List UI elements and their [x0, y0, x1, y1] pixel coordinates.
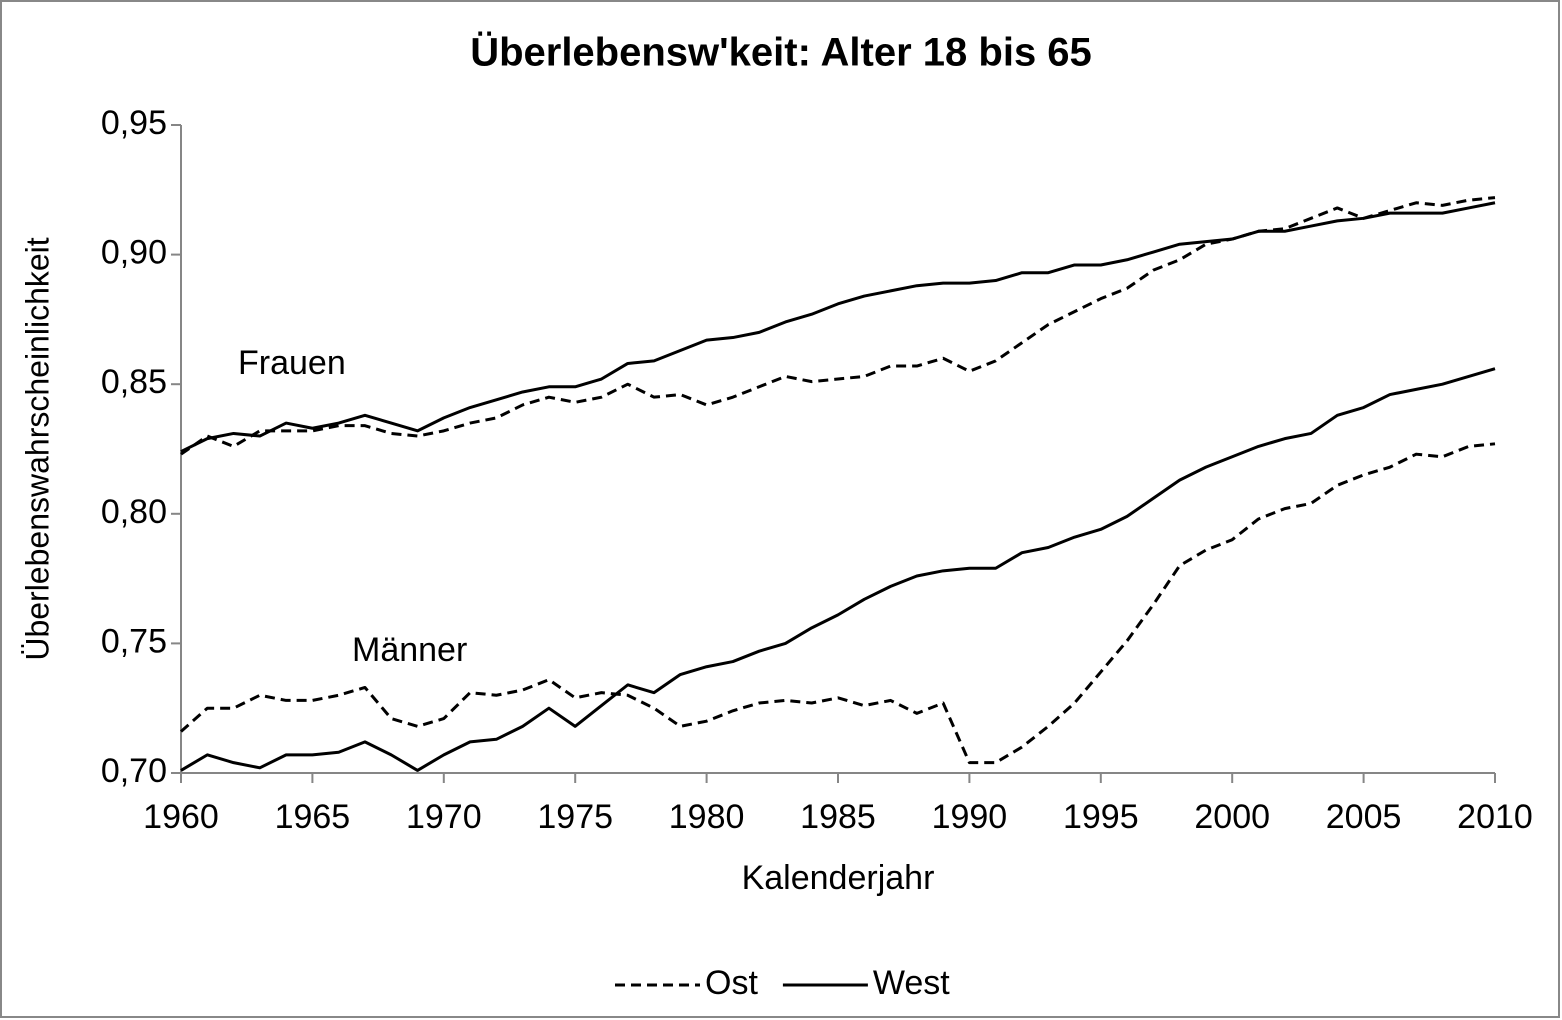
- y-tick-label: 0,80: [101, 493, 167, 531]
- x-tick-label: 2010: [1457, 798, 1533, 836]
- series-line: [180, 442, 1496, 765]
- annotation: Männer: [352, 631, 467, 669]
- y-tick-label: 0,95: [101, 104, 167, 142]
- x-tick-label: 1970: [406, 798, 482, 836]
- x-tick-label: 1980: [669, 798, 745, 836]
- x-tick-label: 1975: [537, 798, 613, 836]
- x-tick-label: 1985: [800, 798, 876, 836]
- y-tick-label: 0,75: [101, 622, 167, 660]
- legend-label: Ost: [705, 964, 758, 1002]
- x-tick-label: 1990: [932, 798, 1008, 836]
- x-tick-label: 2005: [1326, 798, 1402, 836]
- x-tick-label: 1960: [143, 798, 219, 836]
- legend-label: West: [873, 964, 950, 1002]
- y-tick-label: 0,70: [101, 752, 167, 790]
- x-axis-title: Kalenderjahr: [742, 859, 935, 897]
- annotation: Frauen: [238, 344, 346, 382]
- y-tick-label: 0,90: [101, 234, 167, 272]
- x-tick-label: 2000: [1194, 798, 1270, 836]
- y-tick-label: 0,85: [101, 363, 167, 401]
- x-tick-label: 1965: [275, 798, 351, 836]
- x-tick-label: 1995: [1063, 798, 1139, 836]
- series-line: [180, 201, 1496, 453]
- y-axis-title: Überlebenswahrscheinlichkeit: [19, 237, 55, 660]
- series-line: [180, 367, 1496, 772]
- series-line: [180, 196, 1496, 456]
- chart-title: Überlebensw'keit: Alter 18 bis 65: [470, 30, 1092, 75]
